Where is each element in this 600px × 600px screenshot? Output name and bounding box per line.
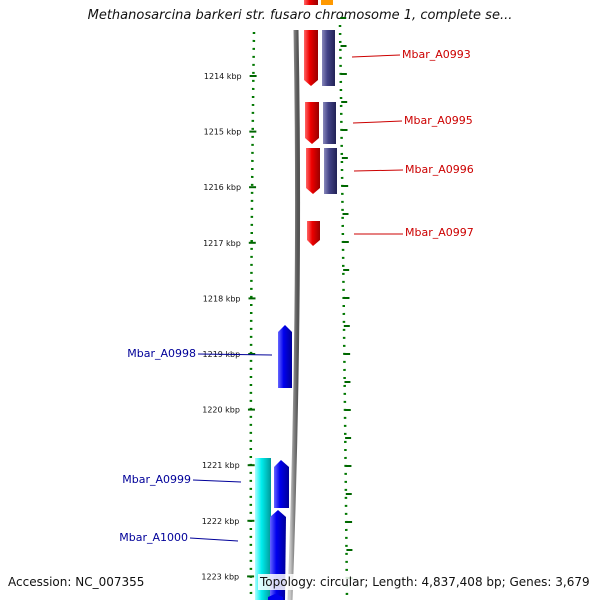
label-Mbar_A0999[interactable]: Mbar_A0999 — [122, 473, 191, 486]
ruler-tick-label: 1216 kbp — [203, 183, 241, 192]
feature-Mbar_A0999[interactable] — [274, 460, 289, 508]
gene-arrow — [274, 460, 289, 508]
feature-Mbar_A0993[interactable] — [304, 30, 335, 86]
inner-dotted-guide — [249, 31, 256, 600]
leader-Mbar_A0999 — [192, 479, 242, 483]
accession-text: Accession: NC_007355 — [6, 574, 147, 590]
feature-Mbar_A0996[interactable] — [306, 148, 337, 194]
outer-dotted-guide — [338, 24, 349, 600]
feature-Mbar_A0997[interactable] — [307, 221, 320, 246]
ruler-tick-label: 1221 kbp — [202, 461, 240, 470]
ruler-tick-label: 1217 kbp — [203, 239, 241, 248]
ruler-tick-label: 1222 kbp — [202, 517, 240, 526]
cds-block — [255, 458, 271, 600]
leader-Mbar_A0993 — [351, 54, 401, 58]
feature-Mbar_A0998[interactable] — [278, 325, 292, 388]
cds-block — [323, 102, 336, 144]
label-Mbar_A0996[interactable]: Mbar_A0996 — [405, 163, 474, 176]
ruler: 1214 kbp 1215 kbp 1216 kbp 1217 kbp 1218 kbp… — [201, 17, 353, 581]
label-Mbar_A0995[interactable]: Mbar_A0995 — [404, 114, 473, 127]
leader-Mbar_A1000 — [189, 537, 239, 542]
ruler-tick-label: 1220 kbp — [202, 406, 240, 415]
label-Mbar_A1000[interactable]: Mbar_A1000 — [119, 531, 188, 544]
chromosome-backbone — [287, 29, 301, 600]
label-Mbar_A0997[interactable]: Mbar_A0997 — [405, 226, 474, 239]
gene-arrow — [304, 30, 318, 86]
label-Mbar_A0998[interactable]: Mbar_A0998 — [127, 347, 196, 360]
leader-Mbar_A0996 — [353, 169, 404, 172]
gene-arrow-bottom — [268, 594, 283, 600]
leader-Mbar_A0995 — [352, 120, 403, 124]
ruler-tick-label: 1214 kbp — [204, 72, 242, 81]
gene-arrow — [307, 221, 320, 246]
topology-text: Topology: circular; Length: 4,837,408 bp… — [258, 574, 592, 590]
gene-arrow — [306, 148, 320, 194]
cds-feature-top — [321, 0, 333, 5]
cds-block — [324, 148, 337, 194]
gene-feature-top — [304, 0, 318, 5]
label-Mbar_A0993[interactable]: Mbar_A0993 — [402, 48, 471, 61]
leader-Mbar_A0998 — [197, 353, 273, 356]
ruler-tick-label: 1223 kbp — [201, 572, 239, 581]
ruler-tick-label: 1218 kbp — [203, 294, 241, 303]
map-title: Methanosarcina barkeri str. fusaro chrom… — [87, 8, 513, 23]
feature-cyan-cds[interactable] — [255, 458, 271, 600]
ruler-tick-label: 1215 kbp — [204, 128, 242, 137]
gene-arrow — [305, 102, 319, 144]
feature-Mbar_A0995[interactable] — [305, 102, 336, 144]
cds-block — [322, 30, 335, 86]
gene-arrow — [278, 325, 292, 388]
